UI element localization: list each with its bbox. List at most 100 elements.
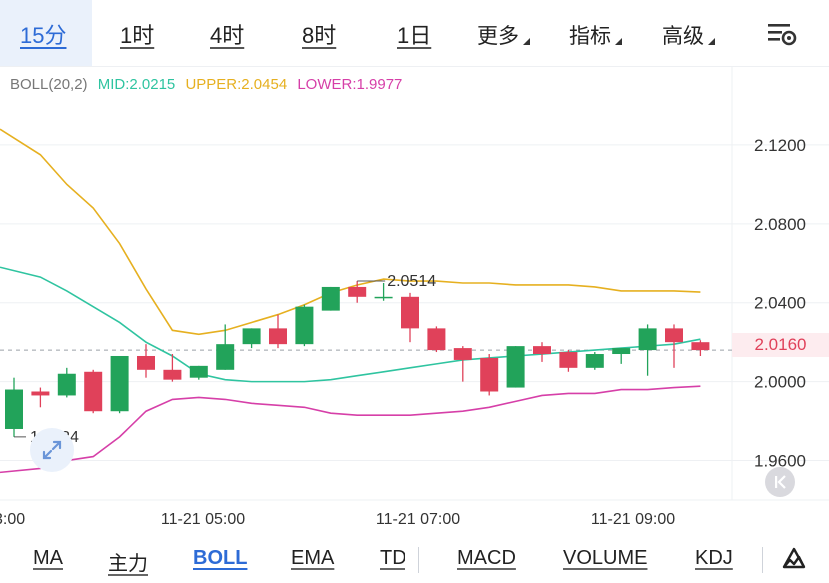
legend-lower: LOWER:1.9977 <box>297 76 403 93</box>
caret-icon <box>523 38 530 45</box>
tab-divider <box>762 547 763 573</box>
candle-down <box>665 324 683 368</box>
candle-down <box>84 369 103 414</box>
boll-legend: BOLL(20,2) MID:2.0215 UPPER:2.0454 LOWER… <box>10 76 408 93</box>
tab-15m[interactable]: 15分 <box>20 23 67 48</box>
candle-up <box>110 355 129 414</box>
candle-up <box>612 348 631 364</box>
boll-upper-line <box>0 128 701 336</box>
candle-up <box>189 365 208 380</box>
candle-body <box>189 365 208 378</box>
candle-up <box>57 367 76 398</box>
candle-body <box>453 348 472 360</box>
timeframe-bar: 15分 1时 4时 8时 1日 更多 指标 高级 <box>0 0 829 67</box>
candle-body <box>612 348 631 355</box>
time-label: 11-21 07:00 <box>376 511 460 528</box>
indicators-menu-label: 指标 <box>569 25 611 48</box>
candle-body <box>84 371 103 412</box>
tab-main-force[interactable]: 主力 <box>108 553 148 575</box>
tab-kdj[interactable]: KDJ <box>695 547 733 569</box>
candle-down <box>453 346 472 382</box>
candle-body <box>137 355 155 370</box>
tab-ma[interactable]: MA <box>33 547 63 569</box>
candle-body <box>559 352 578 368</box>
price-label: 2.1200 <box>754 136 806 155</box>
scroll-to-latest-button[interactable] <box>765 467 795 497</box>
boll-lower-line <box>0 385 701 474</box>
candle-body <box>691 342 710 351</box>
time-axis: 3:00 11-21 05:00 11-21 07:00 11-21 09:00 <box>0 511 675 528</box>
bollinger-bands <box>0 128 701 474</box>
indicators-menu[interactable]: 指标 <box>569 20 622 50</box>
candle-body <box>110 355 129 412</box>
tab-8h[interactable]: 8时 <box>302 23 337 48</box>
indicator-tabs: MA 主力 BOLL EMA TD MACD VOLUME KDJ <box>0 535 829 583</box>
tab-td[interactable]: TD <box>380 547 405 569</box>
tab-ema[interactable]: EMA <box>291 547 335 569</box>
candle-body <box>31 391 50 396</box>
advanced-menu-label: 高级 <box>662 25 704 48</box>
candle-down <box>348 281 367 303</box>
candle-down <box>269 314 287 349</box>
drawing-tool-icon[interactable] <box>779 543 809 573</box>
candle-body <box>321 286 340 311</box>
candle-up <box>638 324 657 376</box>
candle-body <box>480 357 499 392</box>
caret-icon <box>615 38 622 45</box>
candle-body <box>638 328 657 351</box>
candle-down <box>427 326 446 353</box>
more-menu-label: 更多 <box>477 25 519 48</box>
time-label: 11-21 05:00 <box>161 511 245 528</box>
caret-icon <box>708 38 715 45</box>
candle-down <box>137 344 155 378</box>
candle-down <box>559 350 578 372</box>
scroll-to-latest-icon <box>775 475 786 489</box>
time-label: 11-21 09:00 <box>591 511 675 528</box>
price-label: 2.0400 <box>754 294 806 313</box>
legend-upper: UPPER:2.0454 <box>185 76 288 93</box>
candle-body <box>57 373 76 396</box>
candle-body <box>585 354 604 368</box>
candle-up <box>5 377 23 437</box>
tab-macd[interactable]: MACD <box>457 547 516 569</box>
candle-body <box>665 328 683 343</box>
candle-up <box>216 324 235 370</box>
current-price-tag: 2.0160 <box>732 333 829 357</box>
tab-1h[interactable]: 1时 <box>120 23 155 48</box>
tab-4h[interactable]: 4时 <box>210 23 245 48</box>
settings-sliders-icon[interactable] <box>766 20 798 48</box>
high-annotation: 2.0514 <box>387 273 436 290</box>
time-label: 3:00 <box>0 511 25 528</box>
advanced-menu[interactable]: 高级 <box>662 20 715 50</box>
boll-mid-line <box>0 266 701 383</box>
legend-mid: MID:2.0215 <box>97 76 176 93</box>
expand-arrows-icon <box>42 440 62 460</box>
candle-up <box>242 328 261 349</box>
candle-body <box>163 369 182 380</box>
candlestick-chart[interactable]: 2.1200 2.0800 2.0400 2.0000 1.9600 3:00 11-21… <box>0 66 829 534</box>
candle-body <box>348 286 367 297</box>
more-menu[interactable]: 更多 <box>477 20 530 50</box>
tab-divider <box>418 547 419 573</box>
candle-down <box>31 387 50 408</box>
candle-down <box>533 342 551 362</box>
candle-body <box>5 389 23 429</box>
candle-up <box>585 352 604 370</box>
candle-body <box>269 328 287 345</box>
candle-body <box>533 346 551 355</box>
tab-boll[interactable]: BOLL <box>193 547 248 569</box>
candle-up <box>321 286 340 311</box>
tab-1d[interactable]: 1日 <box>397 23 432 48</box>
candle-body <box>427 328 446 351</box>
legend-boll-params: BOLL(20,2) <box>10 76 88 93</box>
price-label: 1.9600 <box>754 452 806 471</box>
price-label: 2.0800 <box>754 215 806 234</box>
candle-down <box>401 292 419 343</box>
candle-body <box>374 296 393 299</box>
tab-volume[interactable]: VOLUME <box>563 547 648 569</box>
candle-up <box>506 346 525 388</box>
candle-body <box>216 344 235 370</box>
candle-up <box>374 283 393 301</box>
expand-button[interactable] <box>30 428 74 472</box>
price-label: 2.0000 <box>754 373 806 392</box>
